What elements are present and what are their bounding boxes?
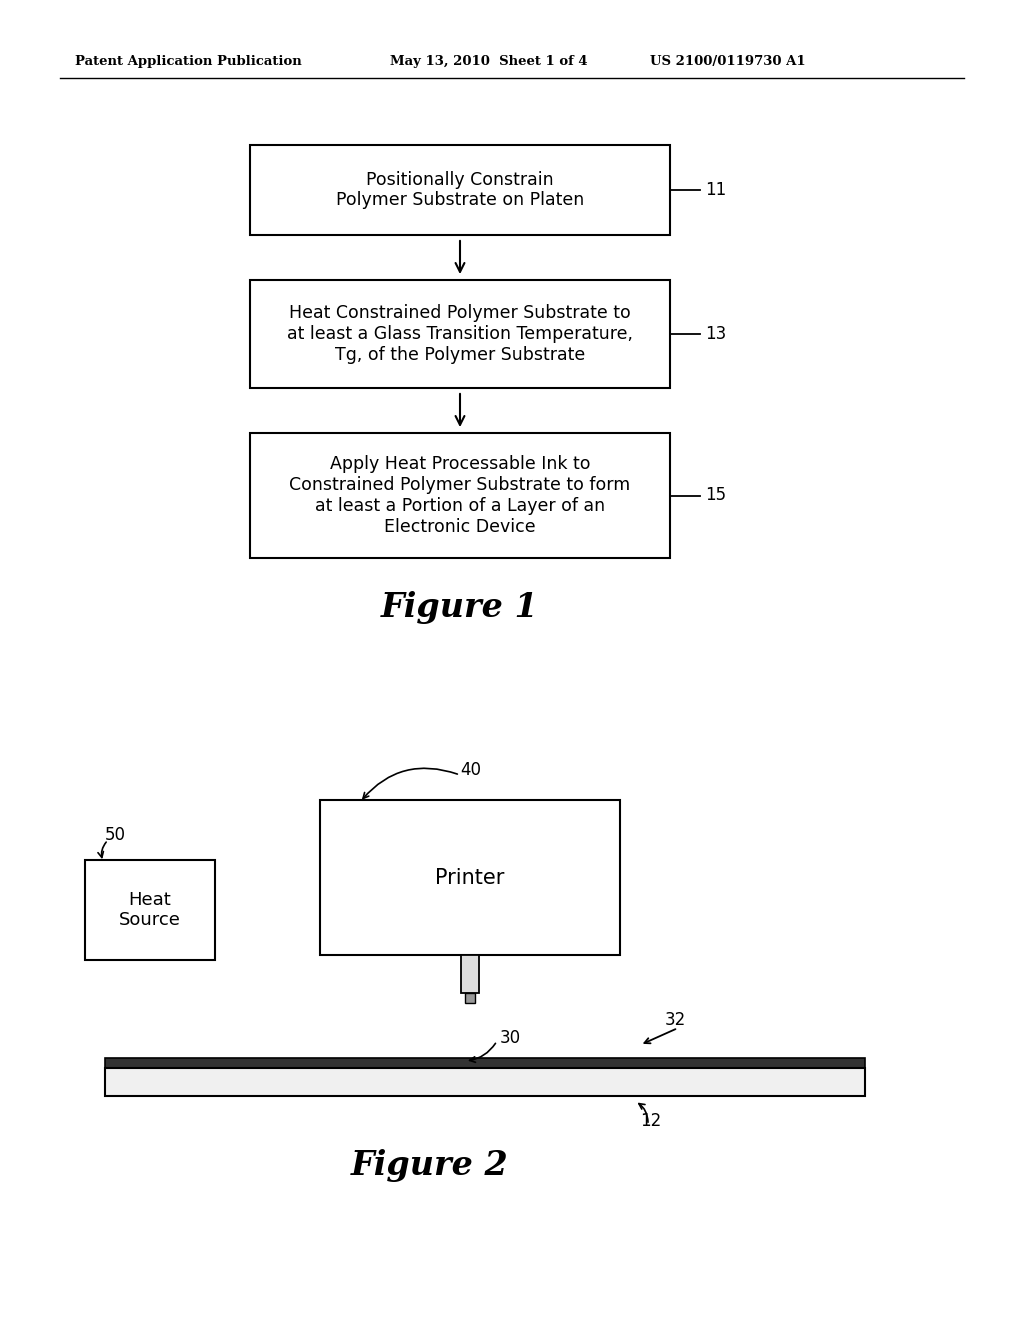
Text: 13: 13: [705, 325, 726, 343]
Text: 15: 15: [705, 487, 726, 504]
Text: 40: 40: [460, 762, 481, 779]
Text: 50: 50: [105, 826, 126, 843]
Bar: [105, 1068, 865, 1096]
Text: Heat Constrained Polymer Substrate to
at least a Glass Transition Temperature,
T: Heat Constrained Polymer Substrate to at…: [287, 304, 633, 364]
Text: 32: 32: [665, 1011, 686, 1030]
Text: Heat
Source: Heat Source: [119, 891, 181, 929]
Bar: [461, 954, 479, 993]
Text: May 13, 2010  Sheet 1 of 4: May 13, 2010 Sheet 1 of 4: [390, 55, 588, 69]
Text: 30: 30: [500, 1030, 521, 1047]
Text: Printer: Printer: [435, 867, 505, 887]
Text: US 2100/0119730 A1: US 2100/0119730 A1: [650, 55, 806, 69]
Text: Apply Heat Processable Ink to
Constrained Polymer Substrate to form
at least a P: Apply Heat Processable Ink to Constraine…: [290, 455, 631, 536]
Bar: [319, 800, 620, 954]
Bar: [105, 1059, 865, 1068]
Bar: [250, 280, 670, 388]
Text: Figure 2: Figure 2: [351, 1150, 509, 1183]
Bar: [250, 145, 670, 235]
Bar: [250, 433, 670, 558]
Text: Patent Application Publication: Patent Application Publication: [75, 55, 302, 69]
Text: 12: 12: [640, 1111, 662, 1130]
Text: Figure 1: Figure 1: [381, 591, 539, 624]
Text: Positionally Constrain
Polymer Substrate on Platen: Positionally Constrain Polymer Substrate…: [336, 170, 584, 210]
Text: 11: 11: [705, 181, 726, 199]
Bar: [465, 993, 475, 1003]
Bar: [85, 861, 215, 960]
